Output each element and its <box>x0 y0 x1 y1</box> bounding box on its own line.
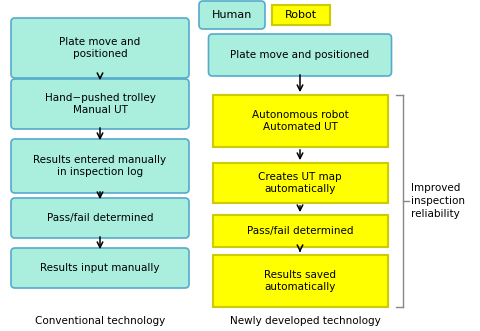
Text: Pass/fail determined: Pass/fail determined <box>47 213 153 223</box>
FancyBboxPatch shape <box>199 1 265 29</box>
FancyBboxPatch shape <box>213 95 387 147</box>
Text: Robot: Robot <box>285 10 317 20</box>
Text: Results input manually: Results input manually <box>40 263 160 273</box>
Text: Creates UT map
automatically: Creates UT map automatically <box>258 171 342 194</box>
Text: Pass/fail determined: Pass/fail determined <box>247 226 353 236</box>
Text: Autonomous robot
Automated UT: Autonomous robot Automated UT <box>252 110 348 132</box>
Text: Conventional technology: Conventional technology <box>35 316 165 326</box>
FancyBboxPatch shape <box>11 18 189 78</box>
FancyBboxPatch shape <box>11 79 189 129</box>
FancyBboxPatch shape <box>11 139 189 193</box>
FancyBboxPatch shape <box>213 215 387 247</box>
FancyBboxPatch shape <box>272 5 330 25</box>
FancyBboxPatch shape <box>208 34 392 76</box>
Text: Human: Human <box>212 10 252 20</box>
Text: Plate move and positioned: Plate move and positioned <box>230 50 370 60</box>
Text: Results saved
automatically: Results saved automatically <box>264 270 336 292</box>
Text: Newly developed technology: Newly developed technology <box>229 316 380 326</box>
Text: Improved
inspection
reliability: Improved inspection reliability <box>410 183 465 219</box>
Text: Results entered manually
in inspection log: Results entered manually in inspection l… <box>34 155 167 177</box>
FancyBboxPatch shape <box>11 198 189 238</box>
Text: Plate move and
positioned: Plate move and positioned <box>60 37 141 59</box>
FancyBboxPatch shape <box>11 248 189 288</box>
Text: Hand−pushed trolley
Manual UT: Hand−pushed trolley Manual UT <box>45 93 156 116</box>
FancyBboxPatch shape <box>213 163 387 203</box>
FancyBboxPatch shape <box>213 255 387 307</box>
